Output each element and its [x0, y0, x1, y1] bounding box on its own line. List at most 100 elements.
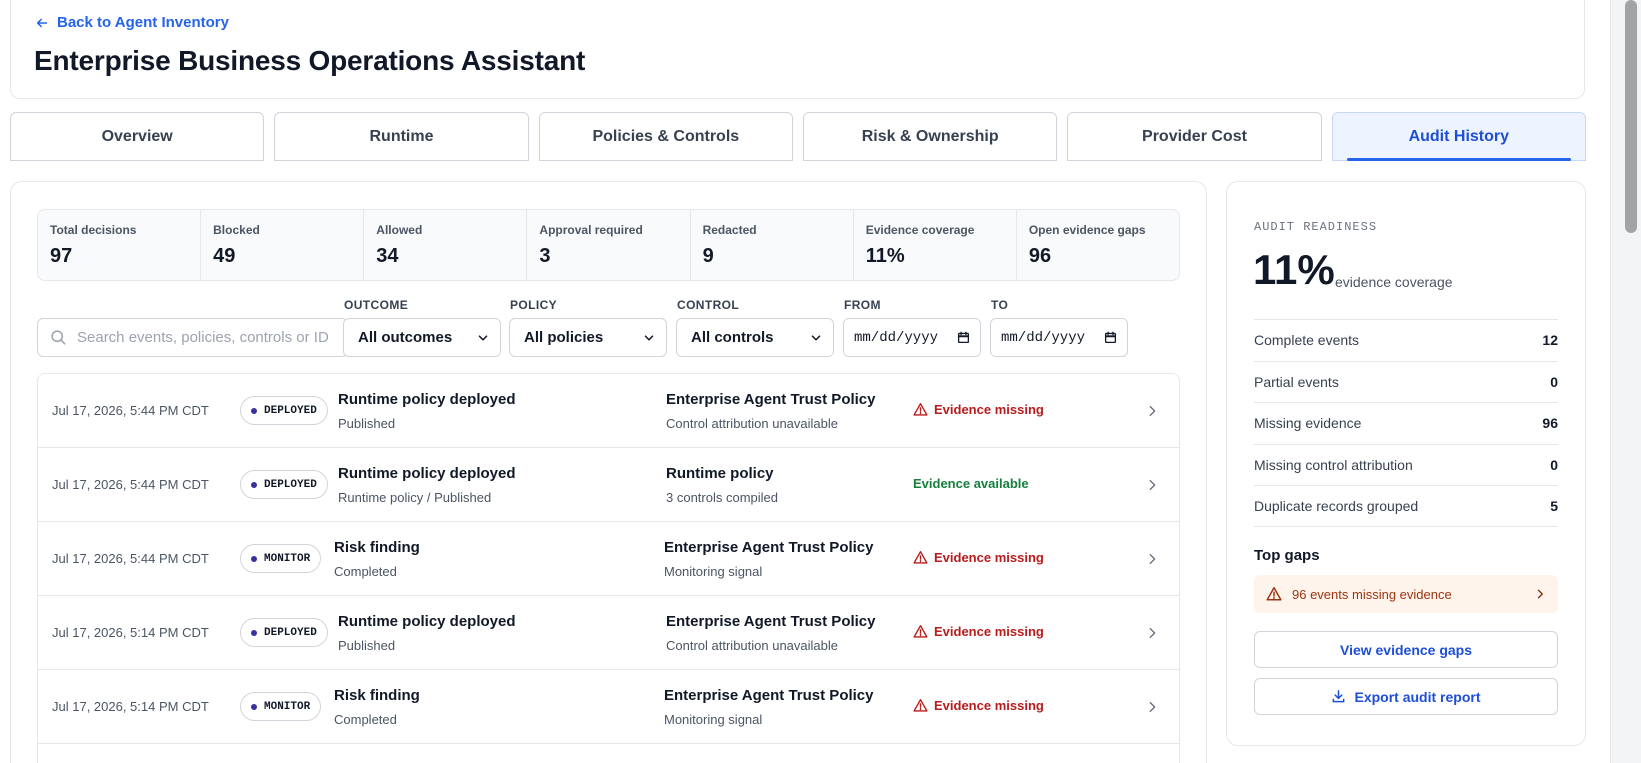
- metric-row: Partial events 0: [1254, 360, 1558, 403]
- metric-label: Complete events: [1254, 332, 1360, 349]
- event-subtitle: Runtime policy / Published: [338, 490, 492, 505]
- stat-value: 3: [539, 245, 551, 267]
- status-badge: DEPLOYED: [240, 470, 328, 499]
- chevron-right-icon[interactable]: [1145, 626, 1159, 640]
- badge-label: MONITOR: [264, 552, 311, 565]
- stat-value: 97: [50, 245, 73, 267]
- metric-row: Missing evidence 96: [1254, 402, 1558, 444]
- metric-row: Duplicate records grouped 5: [1254, 485, 1558, 527]
- tab-audit-history[interactable]: Audit History: [1331, 112, 1586, 161]
- gap-item[interactable]: 96 events missing evidence: [1254, 575, 1558, 613]
- chevron-right-icon[interactable]: [1145, 404, 1159, 418]
- view-evidence-gaps-button[interactable]: View evidence gaps: [1254, 631, 1558, 668]
- search-input[interactable]: [77, 329, 347, 346]
- readiness-metrics: Complete events 12 Partial events 0 Missin…: [1254, 319, 1558, 527]
- to-filter-label: TO: [991, 298, 1009, 312]
- evidence-status: Evidence available: [913, 476, 1029, 491]
- status-dot: [251, 555, 257, 562]
- event-subtitle: Published: [338, 416, 396, 431]
- search-icon: [51, 330, 66, 345]
- control-select-value: All controls: [691, 329, 774, 346]
- stats-bar: Total decisions 97 Blocked 49 Allowed 34 Ap…: [37, 209, 1180, 281]
- tab-policies-controls[interactable]: Policies & Controls: [538, 112, 793, 161]
- outcome-select-value: All outcomes: [358, 329, 453, 346]
- policy-select-value: All policies: [524, 329, 604, 346]
- stat-value: 11%: [865, 245, 905, 267]
- back-link[interactable]: Back to Agent Inventory: [35, 14, 229, 31]
- stat-value: 34: [376, 245, 399, 267]
- chevron-down-icon: [811, 334, 821, 341]
- evidence-label: Evidence available: [913, 476, 1029, 491]
- from-filter: FROM mm/dd/yyyy: [843, 298, 981, 357]
- stat-open-evidence-gaps: Open evidence gaps 96: [1017, 210, 1179, 280]
- outcome-select[interactable]: All outcomes: [343, 318, 501, 357]
- status-badge: MONITOR: [240, 544, 322, 573]
- status-dot: [251, 629, 257, 636]
- status-badge: DEPLOYED: [240, 618, 328, 647]
- coverage-value: 11%: [1253, 246, 1335, 293]
- tab-label: Policies & Controls: [592, 127, 740, 145]
- tab-risk-ownership[interactable]: Risk & Ownership: [802, 112, 1058, 161]
- chevron-down-icon: [478, 334, 488, 341]
- calendar-icon[interactable]: [1104, 331, 1117, 344]
- event-subtitle: Completed: [334, 564, 397, 579]
- tab-label: Overview: [101, 127, 173, 145]
- metric-value: 0: [1550, 373, 1558, 390]
- event-policy: Enterprise Agent Trust Policy: [666, 391, 876, 408]
- evidence-label: Evidence missing: [934, 402, 1044, 417]
- from-date-input[interactable]: mm/dd/yyyy: [843, 318, 981, 357]
- metric-label: Partial events: [1254, 373, 1339, 390]
- top-gaps-title: Top gaps: [1254, 547, 1320, 564]
- chevron-right-icon[interactable]: [1145, 478, 1159, 492]
- badge-label: MONITOR: [264, 700, 311, 713]
- export-audit-report-button[interactable]: Export audit report: [1254, 678, 1558, 715]
- control-select[interactable]: All controls: [676, 318, 834, 357]
- event-row[interactable]: Jul 17, 2026, 5:14 PM CDT DEPLOYED Runti…: [38, 596, 1179, 670]
- event-row[interactable]: Jul 17, 2026, 5:44 PM CDT DEPLOYED Runti…: [38, 374, 1179, 448]
- event-policy-detail: Control attribution unavailable: [666, 638, 838, 653]
- evidence-status: Evidence missing: [913, 624, 1044, 639]
- tab-label: Audit History: [1408, 127, 1510, 145]
- audit-main-panel: Total decisions 97 Blocked 49 Allowed 34 Ap…: [10, 181, 1207, 763]
- tab-provider-cost[interactable]: Provider Cost: [1067, 112, 1322, 161]
- chevron-right-icon[interactable]: [1145, 552, 1159, 566]
- outcome-filter-label: OUTCOME: [344, 298, 409, 312]
- evidence-status: Evidence missing: [913, 698, 1044, 713]
- control-filter-label: CONTROL: [677, 298, 740, 312]
- tab-label: Risk & Ownership: [861, 127, 999, 145]
- stat-value: 49: [213, 245, 236, 267]
- policy-filter-label: POLICY: [510, 298, 558, 312]
- warning-icon: [913, 698, 928, 712]
- event-policy: Enterprise Agent Trust Policy: [664, 539, 874, 556]
- button-label: View evidence gaps: [1339, 641, 1473, 658]
- scrollbar-thumb[interactable]: [1625, 0, 1637, 233]
- calendar-icon[interactable]: [957, 331, 970, 344]
- event-row[interactable]: Jul 17, 2026, 5:44 PM CDT MONITOR Risk f…: [38, 522, 1179, 596]
- stat-label: Redacted: [702, 223, 757, 237]
- event-timestamp: Jul 17, 2026, 5:44 PM CDT: [52, 477, 209, 492]
- event-row[interactable]: Jul 17, 2026, 5:44 PM CDT DEPLOYED Runti…: [38, 448, 1179, 522]
- to-filter: TO mm/dd/yyyy: [990, 298, 1128, 357]
- chevron-right-icon[interactable]: [1145, 700, 1159, 714]
- status-dot: [251, 703, 257, 710]
- stat-label: Open evidence gaps: [1028, 223, 1146, 237]
- stat-label: Blocked: [213, 223, 260, 237]
- tab-label: Runtime: [369, 127, 434, 145]
- event-timestamp: Jul 17, 2026, 5:44 PM CDT: [52, 403, 209, 418]
- to-date-input[interactable]: mm/dd/yyyy: [990, 318, 1128, 357]
- event-subtitle: Published: [338, 638, 396, 653]
- event-policy-detail: Monitoring signal: [664, 712, 763, 727]
- stat-label: Evidence coverage: [865, 223, 975, 237]
- evidence-label: Evidence missing: [934, 624, 1044, 639]
- tab-overview[interactable]: Overview: [10, 112, 265, 161]
- page-scrollbar[interactable]: [1610, 0, 1641, 763]
- tab-runtime[interactable]: Runtime: [274, 112, 529, 161]
- policy-select[interactable]: All policies: [509, 318, 667, 357]
- event-row[interactable]: Jul 17, 2026, 5:14 PM CDT MONITOR Risk f…: [38, 670, 1179, 744]
- search-box[interactable]: [37, 318, 348, 357]
- event-timestamp: Jul 17, 2026, 5:14 PM CDT: [52, 625, 209, 640]
- readiness-label: AUDIT READINESS: [1254, 220, 1378, 234]
- event-title: Runtime policy deployed: [338, 465, 516, 482]
- metric-value: 5: [1550, 497, 1558, 514]
